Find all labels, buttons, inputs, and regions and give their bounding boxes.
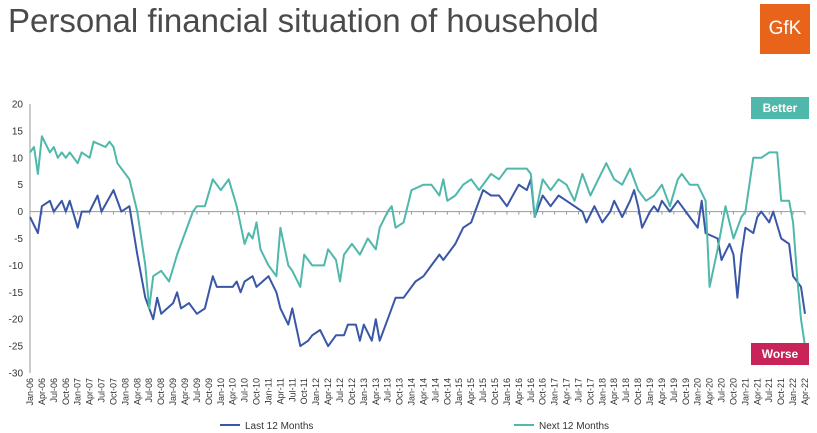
x-tick-label: Jan-17 — [550, 378, 560, 406]
x-tick-label: Oct-18 — [633, 378, 643, 405]
x-tick-label: Oct-16 — [538, 378, 548, 405]
x-tick-label: Jan-16 — [502, 378, 512, 406]
x-tick-label: Apr-10 — [228, 378, 238, 405]
x-tick-label: Jan-22 — [788, 378, 798, 406]
y-tick-label: 10 — [12, 153, 24, 164]
x-tick-label: Oct-13 — [395, 378, 405, 405]
x-tick-label: Oct-08 — [156, 378, 166, 405]
x-tick-label: Oct-15 — [490, 378, 500, 405]
y-tick-label: -15 — [9, 288, 24, 299]
x-tick-label: Jul-10 — [240, 378, 250, 403]
x-tick-label: Jul-06 — [49, 378, 59, 403]
series-line-last-12-months — [29, 178, 806, 348]
x-tick-label: Apr-09 — [180, 378, 190, 405]
chart-annotations: Better Worse — [751, 97, 809, 365]
x-tick-label: Jan-20 — [693, 378, 703, 406]
chart-legend: Last 12 Months Next 12 Months — [220, 421, 609, 432]
x-tick-label: Jan-12 — [311, 378, 321, 406]
x-tick-label: Apr-19 — [657, 378, 667, 405]
x-tick-label: Oct-17 — [585, 378, 595, 405]
x-tick-label: Oct-19 — [681, 378, 691, 405]
x-tick-label: Apr-12 — [323, 378, 333, 405]
x-tick-label: Jul-21 — [764, 378, 774, 403]
x-tick-label: Apr-13 — [371, 378, 381, 405]
x-axis: Jan-06 Apr-06 Jul-06 Oct-06 Jan-07 Apr-07 Jul-… — [25, 211, 810, 406]
worse-annotation-box — [751, 343, 809, 365]
x-tick-label: Jul-18 — [621, 378, 631, 403]
x-tick-label: Oct-20 — [728, 378, 738, 405]
x-tick-label: Jul-14 — [430, 378, 440, 403]
x-tick-label: Jul-07 — [97, 378, 107, 403]
x-tick-label: Jul-13 — [383, 378, 393, 403]
x-tick-label: Jan-07 — [73, 378, 83, 406]
chart-series — [29, 135, 806, 348]
worse-annotation-label: Worse — [762, 347, 799, 361]
x-tick-label: Apr-20 — [705, 378, 715, 405]
y-tick-label: -25 — [9, 342, 24, 353]
y-tick-label: -30 — [9, 369, 24, 380]
x-tick-label: Oct-14 — [442, 378, 452, 405]
y-tick-label: -5 — [14, 234, 23, 245]
x-tick-label: Jan-18 — [597, 378, 607, 406]
x-tick-label: Jan-14 — [407, 378, 417, 406]
x-tick-label: Jan-06 — [25, 378, 35, 406]
x-tick-label: Apr-21 — [752, 378, 762, 405]
y-tick-label: 0 — [17, 207, 23, 218]
x-tick-label: Jul-12 — [335, 378, 345, 403]
x-tick-label: Jul-08 — [144, 378, 154, 403]
x-tick-label: Apr-08 — [132, 378, 142, 405]
x-tick-label: Apr-06 — [37, 378, 47, 405]
x-tick-label: Apr-15 — [466, 378, 476, 405]
x-tick-label: Jan-21 — [740, 378, 750, 406]
x-tick-label: Jan-08 — [120, 378, 130, 406]
x-tick-label: Oct-06 — [61, 378, 71, 405]
x-tick-label: Oct-11 — [299, 378, 309, 404]
x-tick-label: Apr-07 — [85, 378, 95, 405]
x-tick-label: Jan-19 — [645, 378, 655, 406]
x-tick-label: Oct-10 — [252, 378, 262, 405]
y-tick-label: 20 — [12, 100, 24, 111]
y-tick-label: -20 — [9, 315, 24, 326]
better-annotation-box — [751, 97, 809, 119]
x-tick-label: Jan-09 — [168, 378, 178, 406]
x-tick-label: Apr-17 — [562, 378, 572, 405]
x-tick-label: Jan-11 — [263, 378, 273, 405]
x-tick-label: Oct-21 — [776, 378, 786, 405]
y-tick-label: 15 — [12, 126, 24, 137]
x-tick-label: Jan-13 — [359, 378, 369, 406]
x-tick-label: Jul-19 — [669, 378, 679, 403]
x-tick-label: Jul-16 — [526, 378, 536, 403]
y-tick-label: -10 — [9, 261, 24, 272]
x-tick-label: Apr-16 — [514, 378, 524, 405]
x-tick-label: Jul-17 — [573, 378, 583, 403]
x-tick-label: Apr-18 — [609, 378, 619, 405]
x-tick-label: Apr-22 — [800, 378, 810, 405]
series-line-next-12-months — [29, 135, 806, 347]
page-title: Personal financial situation of househol… — [8, 2, 599, 39]
x-tick-label: Jul-11 — [287, 378, 297, 402]
x-tick-label: Apr-11 — [275, 378, 285, 404]
y-axis: 20 15 10 5 0 -5 -10 -15 -20 -25 -30 — [9, 100, 31, 380]
legend-label-next-12-months: Next 12 Months — [539, 421, 609, 432]
x-tick-label: Oct-09 — [204, 378, 214, 405]
x-tick-label: Oct-07 — [108, 378, 118, 405]
gfk-logo: GfK — [760, 4, 810, 54]
better-annotation-label: Better — [763, 101, 798, 115]
x-tick-label: Jul-20 — [717, 378, 727, 403]
y-tick-label: 5 — [17, 180, 23, 191]
x-tick-label: Oct-12 — [347, 378, 357, 405]
legend-label-last-12-months: Last 12 Months — [245, 421, 313, 432]
x-tick-label: Jan-10 — [216, 378, 226, 406]
x-tick-label: Jul-09 — [192, 378, 202, 403]
x-tick-label: Jul-15 — [478, 378, 488, 403]
x-tick-label: Jan-15 — [454, 378, 464, 406]
x-tick-label: Apr-14 — [418, 378, 428, 405]
